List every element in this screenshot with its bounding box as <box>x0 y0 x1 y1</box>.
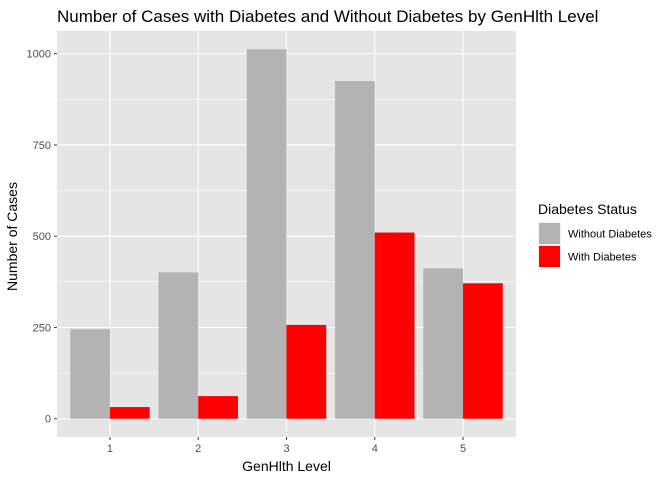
x-tick-label: 4 <box>372 443 378 455</box>
y-tick-label: 1000 <box>27 49 51 61</box>
x-axis-title: GenHlth Level <box>242 458 331 474</box>
legend-swatch <box>539 246 560 267</box>
legend-swatch <box>539 223 560 244</box>
x-tick-label: 2 <box>195 443 201 455</box>
x-tick-label: 5 <box>460 443 466 455</box>
bar-with-diabetes-3 <box>286 324 327 419</box>
plot-panel: 0 250 500 750 1000 1 2 3 4 5 <box>27 31 516 455</box>
y-tick-label: 500 <box>33 231 51 243</box>
bar-without-diabetes-5 <box>423 268 464 419</box>
legend: Diabetes Status Without Diabetes With Dia… <box>538 201 652 268</box>
legend-label: Without Diabetes <box>568 229 652 241</box>
bar-without-diabetes-2 <box>158 272 199 419</box>
x-tick-label: 3 <box>283 443 289 455</box>
y-tick-label: 250 <box>33 322 51 334</box>
bar-with-diabetes-4 <box>374 232 415 419</box>
bar-with-diabetes-1 <box>109 407 150 419</box>
y-tick-label: 0 <box>45 414 51 426</box>
bar-without-diabetes-1 <box>70 329 110 419</box>
legend-title: Diabetes Status <box>538 201 637 217</box>
bar-without-diabetes-4 <box>335 81 375 419</box>
bar-with-diabetes-2 <box>198 396 238 419</box>
x-tick-label: 1 <box>107 443 113 455</box>
bar-without-diabetes-3 <box>246 49 287 419</box>
y-tick-label: 750 <box>33 140 51 152</box>
chart-title: Number of Cases with Diabetes and Withou… <box>57 7 598 26</box>
y-axis-title: Number of Cases <box>4 182 20 291</box>
bar-with-diabetes-5 <box>463 283 503 419</box>
legend-label: With Diabetes <box>568 252 637 264</box>
